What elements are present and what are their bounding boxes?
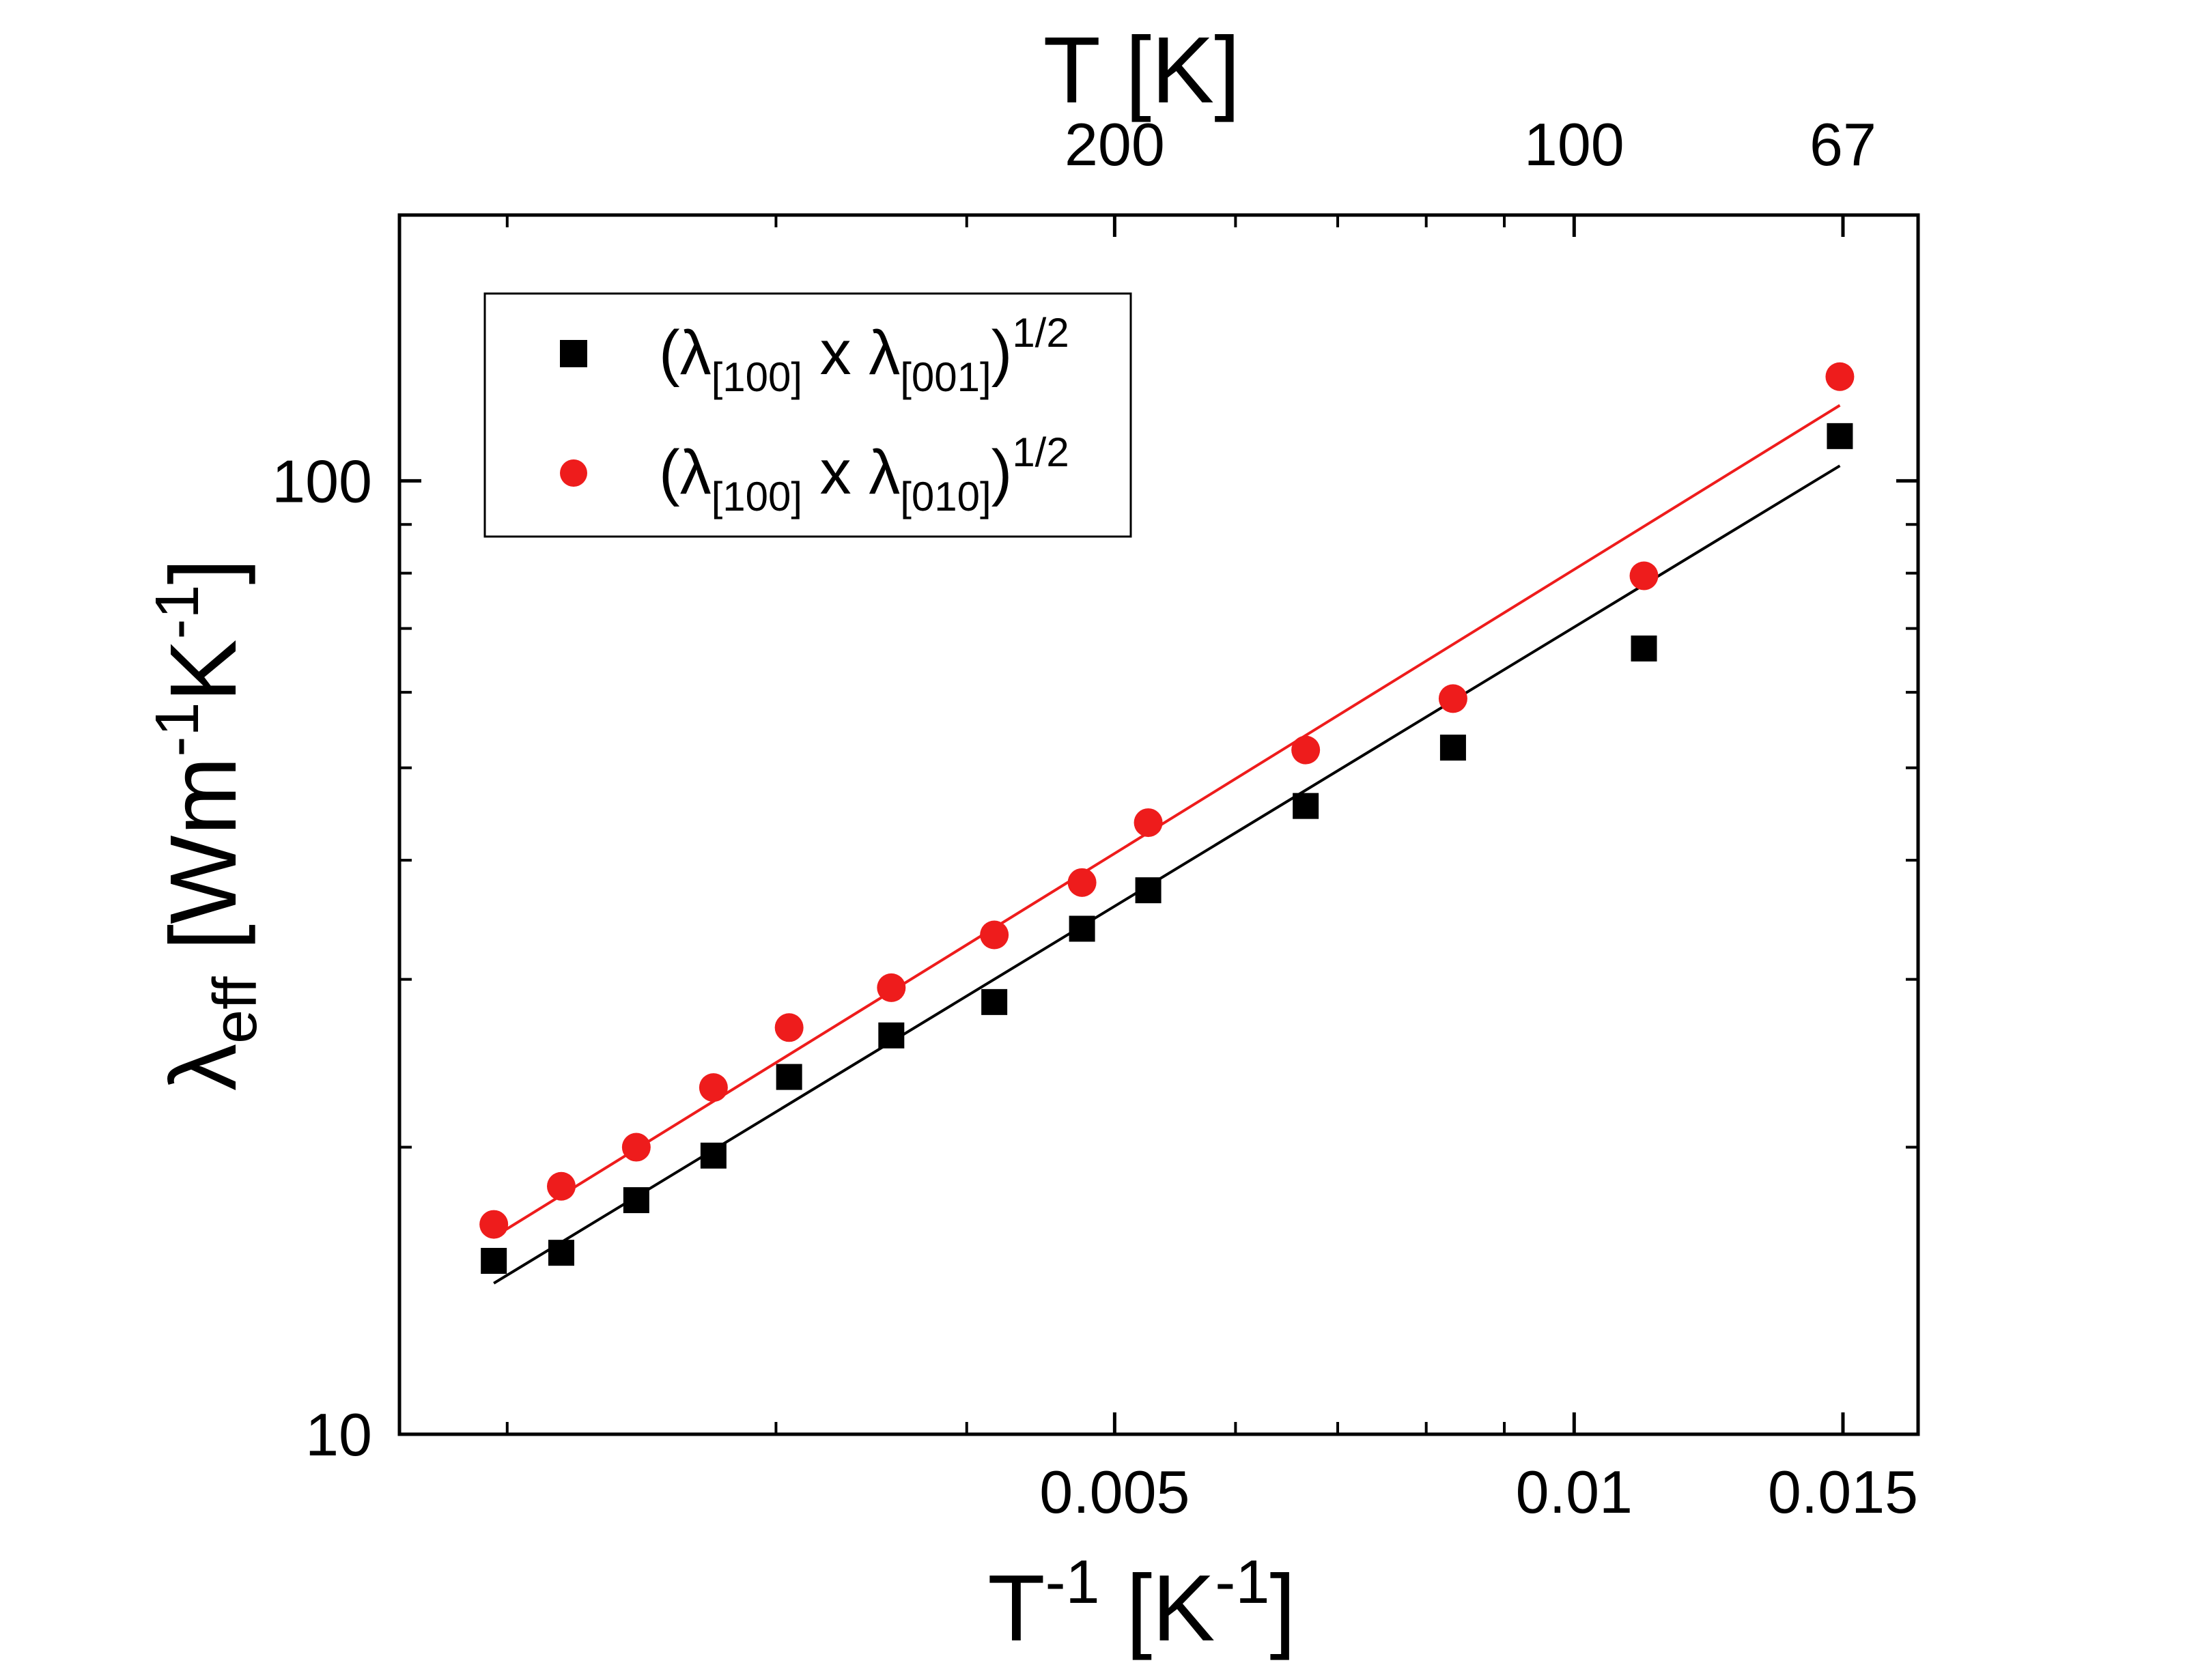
data-point-square [1293,793,1319,819]
top-axis-title: T [K] [1043,18,1241,123]
data-point-circle [1438,684,1467,713]
data-point-square [1631,635,1657,661]
top-tick-label: 67 [1810,111,1876,178]
data-point-circle [699,1073,728,1102]
data-point-circle [980,920,1009,950]
data-point-square [1135,877,1162,904]
data-point-square [623,1187,649,1214]
data-point-circle [1825,362,1855,391]
data-point-circle [479,1210,509,1239]
major-ticks [399,215,1918,1436]
data-point-square [776,1064,802,1090]
data-point-square [481,1248,507,1275]
legend-box [483,292,1132,538]
x-tick-label: 0.01 [1516,1458,1633,1526]
top-tick-label: 200 [1065,111,1165,178]
minor-ticks [399,215,1918,1434]
data-point-circle [877,973,906,1002]
data-point-square [1069,915,1095,942]
y-tick-label: 10 [305,1401,372,1468]
data-point-square [1439,735,1466,761]
data-point-circle [1629,561,1659,590]
data-point-square [1827,423,1853,449]
y-tick-label: 100 [272,447,372,515]
data-point-square [981,988,1008,1015]
data-point-square [700,1142,727,1169]
data-point-square [878,1022,905,1049]
x-axis-title: T-1 [K-1] [987,1548,1295,1661]
plot-frame [397,213,1920,1436]
data-point-circle [1134,808,1163,838]
x-tick-label: 0.005 [1039,1458,1190,1526]
data-point-circle [1067,868,1097,897]
data-point-square [548,1240,574,1266]
y-axis-title: λeff [Wm-1K-1] [143,558,270,1091]
top-tick-label: 100 [1524,111,1624,178]
legend-marker-circle [560,459,587,487]
data-points [479,362,1855,1275]
data-point-circle [546,1171,576,1201]
legend-label-series-1: (λ[100] x λ[001])1/2 [659,310,1069,400]
legend-label-series-2: (λ[100] x λ[010])1/2 [659,429,1069,519]
legend: (λ[100] x λ[001])1/2 (λ[100] x λ[010])1/… [483,292,1132,538]
data-point-circle [621,1133,651,1162]
data-point-circle [774,1013,804,1042]
legend-marker-square [560,340,587,367]
data-point-circle [1291,735,1321,765]
x-tick-label: 0.015 [1768,1458,1918,1526]
